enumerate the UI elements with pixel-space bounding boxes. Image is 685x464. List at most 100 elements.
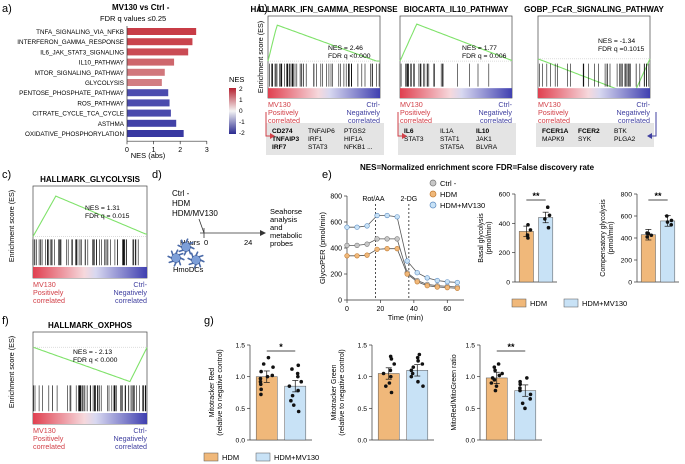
gene-name: CD274 (272, 128, 293, 135)
gsea-panel-group: Enrichment score (ES) HALLMARK_IFN_GAMMA_… (250, 5, 664, 155)
panel-g: g) 0.0 0.5 1.0 1.5 * Mitotracker Red(relative… (203, 315, 542, 462)
pathway-label: MTOR_SIGNALING_PATHWAY (35, 70, 125, 77)
nes-value: NES = -1.34 (598, 38, 635, 45)
bar-y-tick-label: 800 (621, 192, 633, 199)
nes-value: NES = - 2.13 (73, 349, 112, 356)
series-point (434, 277, 440, 284)
replicate-point (287, 384, 292, 388)
gene-list-box (266, 123, 384, 155)
line-legend-marker (429, 179, 437, 187)
pathway-label: ASTHMA (98, 121, 125, 128)
panel-d: d) Ctrl - HDM HDM/MV130 Hours 0 24 Seaho… (152, 169, 302, 274)
pathway-label: ROS_PATHWAY (77, 100, 124, 107)
replicate-point (496, 362, 501, 366)
replicate-point (411, 365, 416, 369)
gene-list-bracket (265, 112, 270, 137)
negative-correlation-label: Ctrl-Negatively correlated (478, 100, 512, 125)
mito-ratio-chart: 0.0 0.5 1.0 1.5 ** MitoRed/MitoGreen ratio (451, 342, 542, 445)
series-point (424, 283, 430, 289)
gsea-title: GOBP_FCεR_SIGNALING_PATHWAY (524, 5, 664, 14)
replicate-point (258, 379, 263, 384)
bar-y-tick-label: 0.0 (358, 438, 368, 445)
replicate-point (528, 397, 533, 401)
replicate-point (500, 371, 504, 376)
group-legend-swatch (203, 452, 219, 462)
gene-list-box (398, 123, 516, 155)
bar-y-tick-label: 1.5 (236, 343, 246, 350)
gsea-y-axis-label: Enrichment score (ES) (256, 21, 265, 93)
nes-value: NES = 1.31 (85, 205, 120, 212)
bar-y-tick-label: 0.5 (466, 406, 476, 413)
gsea-title: HALLMARK_GLYCOLYSIS (40, 175, 141, 184)
glycoper-x-axis-label: Time (min) (388, 313, 424, 322)
replicate-point (258, 376, 263, 381)
nes-legend-title: NES (229, 75, 244, 84)
replicate-point (387, 381, 392, 385)
replicate-point (649, 233, 654, 238)
nes-bar-group: TNFA_SIGNALING_VIA_NFKB INTERFERON_GAMMA_… (17, 28, 197, 138)
nes-x-tick-label: 1 (152, 147, 156, 154)
replicate-point (528, 392, 533, 397)
gene-name: STAT5A (440, 144, 465, 151)
gene-name: TNFAIP6 (308, 128, 335, 135)
replicate-point (528, 228, 533, 232)
nes-value: NES = 1.77 (462, 45, 497, 52)
group-legend-swatch (255, 452, 271, 462)
replicate-point (381, 371, 386, 376)
replicate-point (296, 409, 301, 414)
bar-y-tick-label: 0 (506, 280, 510, 287)
gene-name: IL6 (404, 128, 414, 135)
nes-note: NES=Normalized enrichment score (360, 163, 494, 172)
replicate-point (526, 236, 530, 240)
replicate-point (296, 374, 300, 379)
line-legend-label: HDM+MV130 (440, 201, 485, 210)
gene-name: IRF1 (308, 136, 323, 143)
replicate-point (295, 371, 300, 376)
bar-y-axis-label: MitoRed/MitoGreen ratio (451, 354, 458, 430)
pathway-label: GLYCOLYSIS (85, 80, 124, 87)
glycoper-x-tick-label: 0 (345, 306, 349, 313)
bar-y-tick-label: 0.5 (358, 406, 368, 413)
replicate-point (420, 362, 425, 366)
rank-gradient-bar (400, 88, 512, 98)
nes-bar (127, 68, 165, 76)
series-point (374, 246, 380, 252)
nes-x-tick-label: 2 (178, 147, 182, 154)
condition-hdm: HDM (172, 199, 191, 208)
replicate-point (416, 359, 420, 363)
nes-bar (127, 38, 193, 46)
replicate-point (259, 392, 263, 397)
replicate-point (492, 365, 497, 369)
nes-legend-tick: -1 (239, 119, 245, 126)
group-bar (538, 217, 554, 283)
series-point (444, 279, 450, 285)
line-legend-marker (429, 190, 437, 198)
injection-marker-label: 2-DG (400, 196, 417, 203)
panel-e-label: e) (322, 169, 332, 181)
gene-hit-marks (33, 385, 147, 412)
glycoper-y-tick-label: 800 (330, 194, 342, 201)
nes-legend-tick: 2 (239, 86, 243, 93)
bar-y-tick-label: 200 (499, 250, 511, 257)
pathway-label: PENTOSE_PHOSPHATE_PATHWAY (19, 90, 125, 97)
significance-marker: ** (507, 342, 515, 352)
rank-gradient-bar (33, 266, 147, 278)
glycoper-y-tick-label: 200 (330, 272, 342, 279)
positive-correlation-label: MV130 Positively correlated (33, 426, 65, 451)
positive-correlation-label: MV130 Positively correlated (33, 280, 65, 305)
pathway-label: TNFA_SIGNALING_VIA_NFKB (36, 29, 124, 36)
group-bar (518, 231, 534, 283)
replicate-point (523, 406, 527, 411)
cells-label: HmoDCs (173, 265, 204, 274)
series-point (374, 236, 380, 242)
glycoper-y-tick-label: 400 (330, 246, 342, 253)
nes-bar (127, 58, 175, 66)
series-point (394, 246, 400, 252)
panel-g-label: g) (204, 315, 214, 327)
replicate-point (520, 401, 525, 406)
group-legend-label: HDM+MV130 (582, 299, 627, 308)
dendritic-cell-processes (187, 251, 205, 269)
group-bar (255, 376, 278, 441)
group-legend-label: HDM (222, 453, 239, 462)
